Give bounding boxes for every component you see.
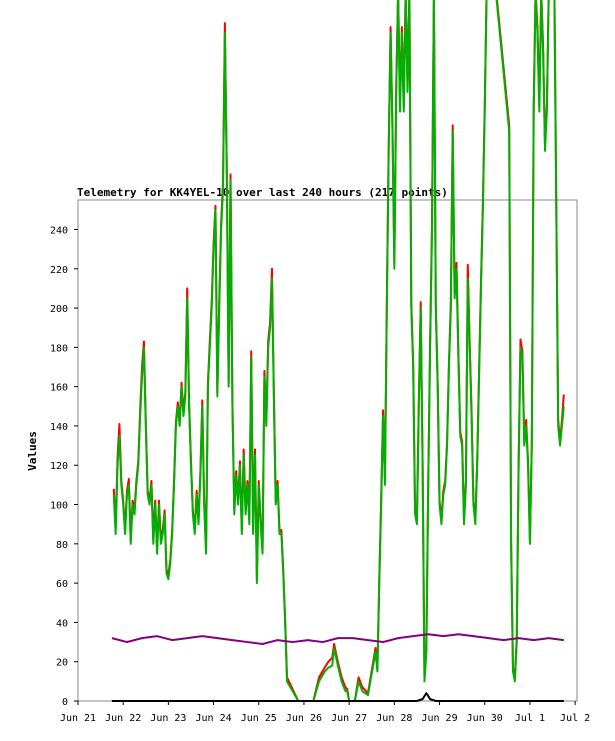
x-tick-label: Jun 28	[376, 713, 412, 724]
x-tick-label: Jul 2	[560, 713, 590, 724]
x-tick-label: Jun 27	[331, 713, 367, 724]
series-line	[111, 633, 564, 646]
chart-title: Telemetry for KK4YEL-10 over last 240 ho…	[77, 186, 448, 199]
plot-frame	[77, 199, 578, 702]
y-tick-label: 80	[56, 540, 68, 551]
y-tick-label: 60	[56, 579, 68, 590]
x-tick-label: Jun 30	[467, 713, 503, 724]
x-tick-label: Jun 29	[421, 713, 457, 724]
x-tick-label: Jun 23	[150, 713, 186, 724]
series-line	[112, 0, 565, 702]
x-tick-label: Jun 26	[286, 713, 322, 724]
y-tick-label: 220	[50, 265, 68, 276]
y-tick-label: 140	[50, 422, 68, 433]
y-tick-label: 200	[50, 304, 68, 315]
y-axis-label: Values	[26, 431, 39, 471]
y-tick-label: 40	[56, 618, 68, 629]
x-tick-label: Jun 24	[196, 713, 232, 724]
x-tick-label: Jul 1	[515, 713, 545, 724]
y-tick-label: 0	[62, 697, 68, 708]
y-tick-label: 20	[56, 658, 68, 669]
y-tick-label: 180	[50, 343, 68, 354]
series-line	[111, 692, 564, 702]
y-tick-label: 120	[50, 461, 68, 472]
x-tick-label: Jun 22	[105, 713, 141, 724]
y-tick-label: 160	[50, 383, 68, 394]
x-tick-label: Jun 25	[241, 713, 277, 724]
series-line	[112, 0, 565, 702]
y-tick-label: 100	[50, 501, 68, 512]
y-tick-label: 240	[50, 225, 68, 236]
x-tick-label: Jun 21	[60, 713, 96, 724]
